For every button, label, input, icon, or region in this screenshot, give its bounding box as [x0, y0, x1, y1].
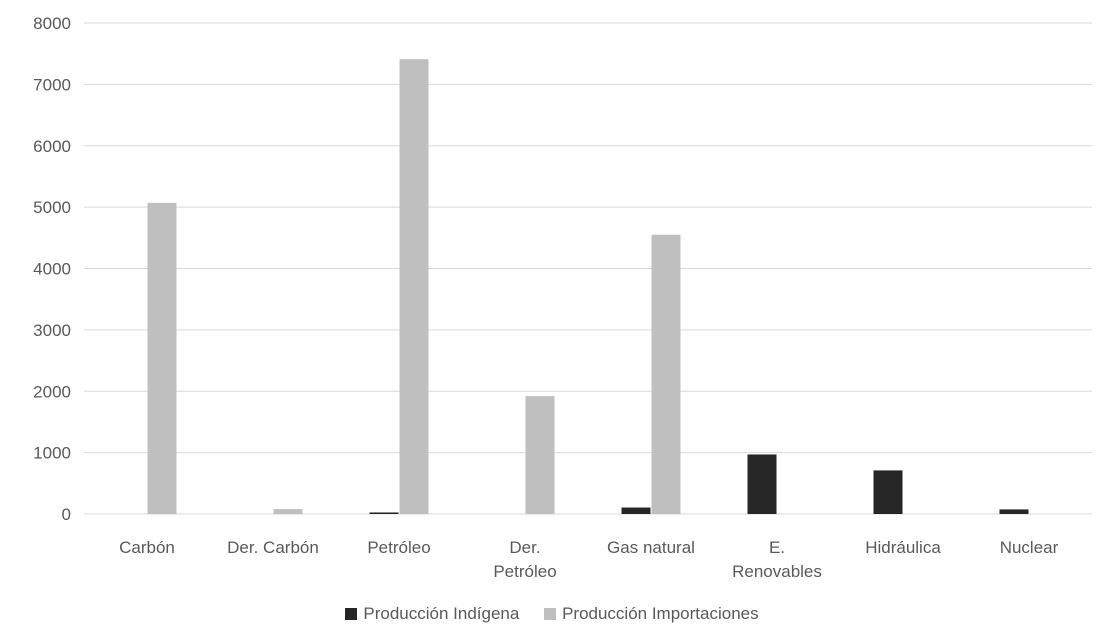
bar-produccion-importaciones-petroleo [399, 59, 429, 515]
y-tick-label-1000: 1000 [33, 444, 71, 463]
x-tick-label-nuclear: Nuclear [1000, 538, 1059, 557]
legend-swatch-produccion-indigena [345, 608, 358, 620]
y-tick-label-5000: 5000 [33, 198, 71, 217]
legend-swatch-produccion-importaciones [544, 608, 557, 620]
bar-produccion-importaciones-der-petroleo [525, 396, 555, 514]
legend-item-produccion-importaciones: Producción Importaciones [544, 604, 759, 624]
x-tick-label-der-petroleo: Der. Petróleo [493, 538, 556, 581]
x-tick-label-der-carbon: Der. Carbón [227, 538, 319, 557]
bar-produccion-importaciones-gas-natural [651, 234, 681, 514]
x-tick-label-e-renovables: E. Renovables [732, 538, 822, 581]
y-tick-label-4000: 4000 [33, 260, 71, 279]
x-tick-label-gas-natural: Gas natural [607, 538, 695, 557]
y-tick-label-3000: 3000 [33, 321, 71, 340]
legend: Producción Indígena Producción Importaci… [0, 604, 1104, 624]
y-tick-label-0: 0 [62, 505, 71, 524]
bar-produccion-indigena-e-renovables [747, 454, 777, 514]
bar-produccion-importaciones-der-carbon [273, 509, 303, 514]
y-tick-label-7000: 7000 [33, 75, 71, 94]
bar-produccion-indigena-gas-natural [621, 507, 651, 514]
x-axis-labels: Carbón Der. Carbón Petróleo Der. Petróleo Gas… [119, 538, 1059, 581]
legend-item-produccion-indigena: Producción Indígena [345, 604, 519, 624]
gridlines [84, 22, 1092, 515]
legend-label-produccion-importaciones: Producción Importaciones [562, 604, 759, 623]
bar-produccion-indigena-hidraulica [873, 470, 903, 514]
legend-label-produccion-indigena: Producción Indígena [363, 604, 520, 623]
y-tick-label-8000: 8000 [33, 14, 71, 33]
y-tick-label-2000: 2000 [33, 382, 71, 401]
bars [147, 59, 1029, 515]
y-tick-label-6000: 6000 [33, 137, 71, 156]
bar-produccion-indigena-petroleo [369, 512, 399, 514]
x-tick-label-carbon: Carbón [119, 538, 175, 557]
bar-chart: 0 1000 2000 3000 4000 5000 6000 7000 8000 Carbón… [33, 14, 1092, 581]
bar-produccion-importaciones-carbon [147, 202, 177, 515]
x-tick-label-hidraulica: Hidráulica [865, 538, 941, 557]
y-axis-labels: 0 1000 2000 3000 4000 5000 6000 7000 8000 [33, 14, 71, 524]
x-tick-label-petroleo: Petróleo [367, 538, 430, 557]
bar-produccion-indigena-nuclear [999, 509, 1029, 514]
